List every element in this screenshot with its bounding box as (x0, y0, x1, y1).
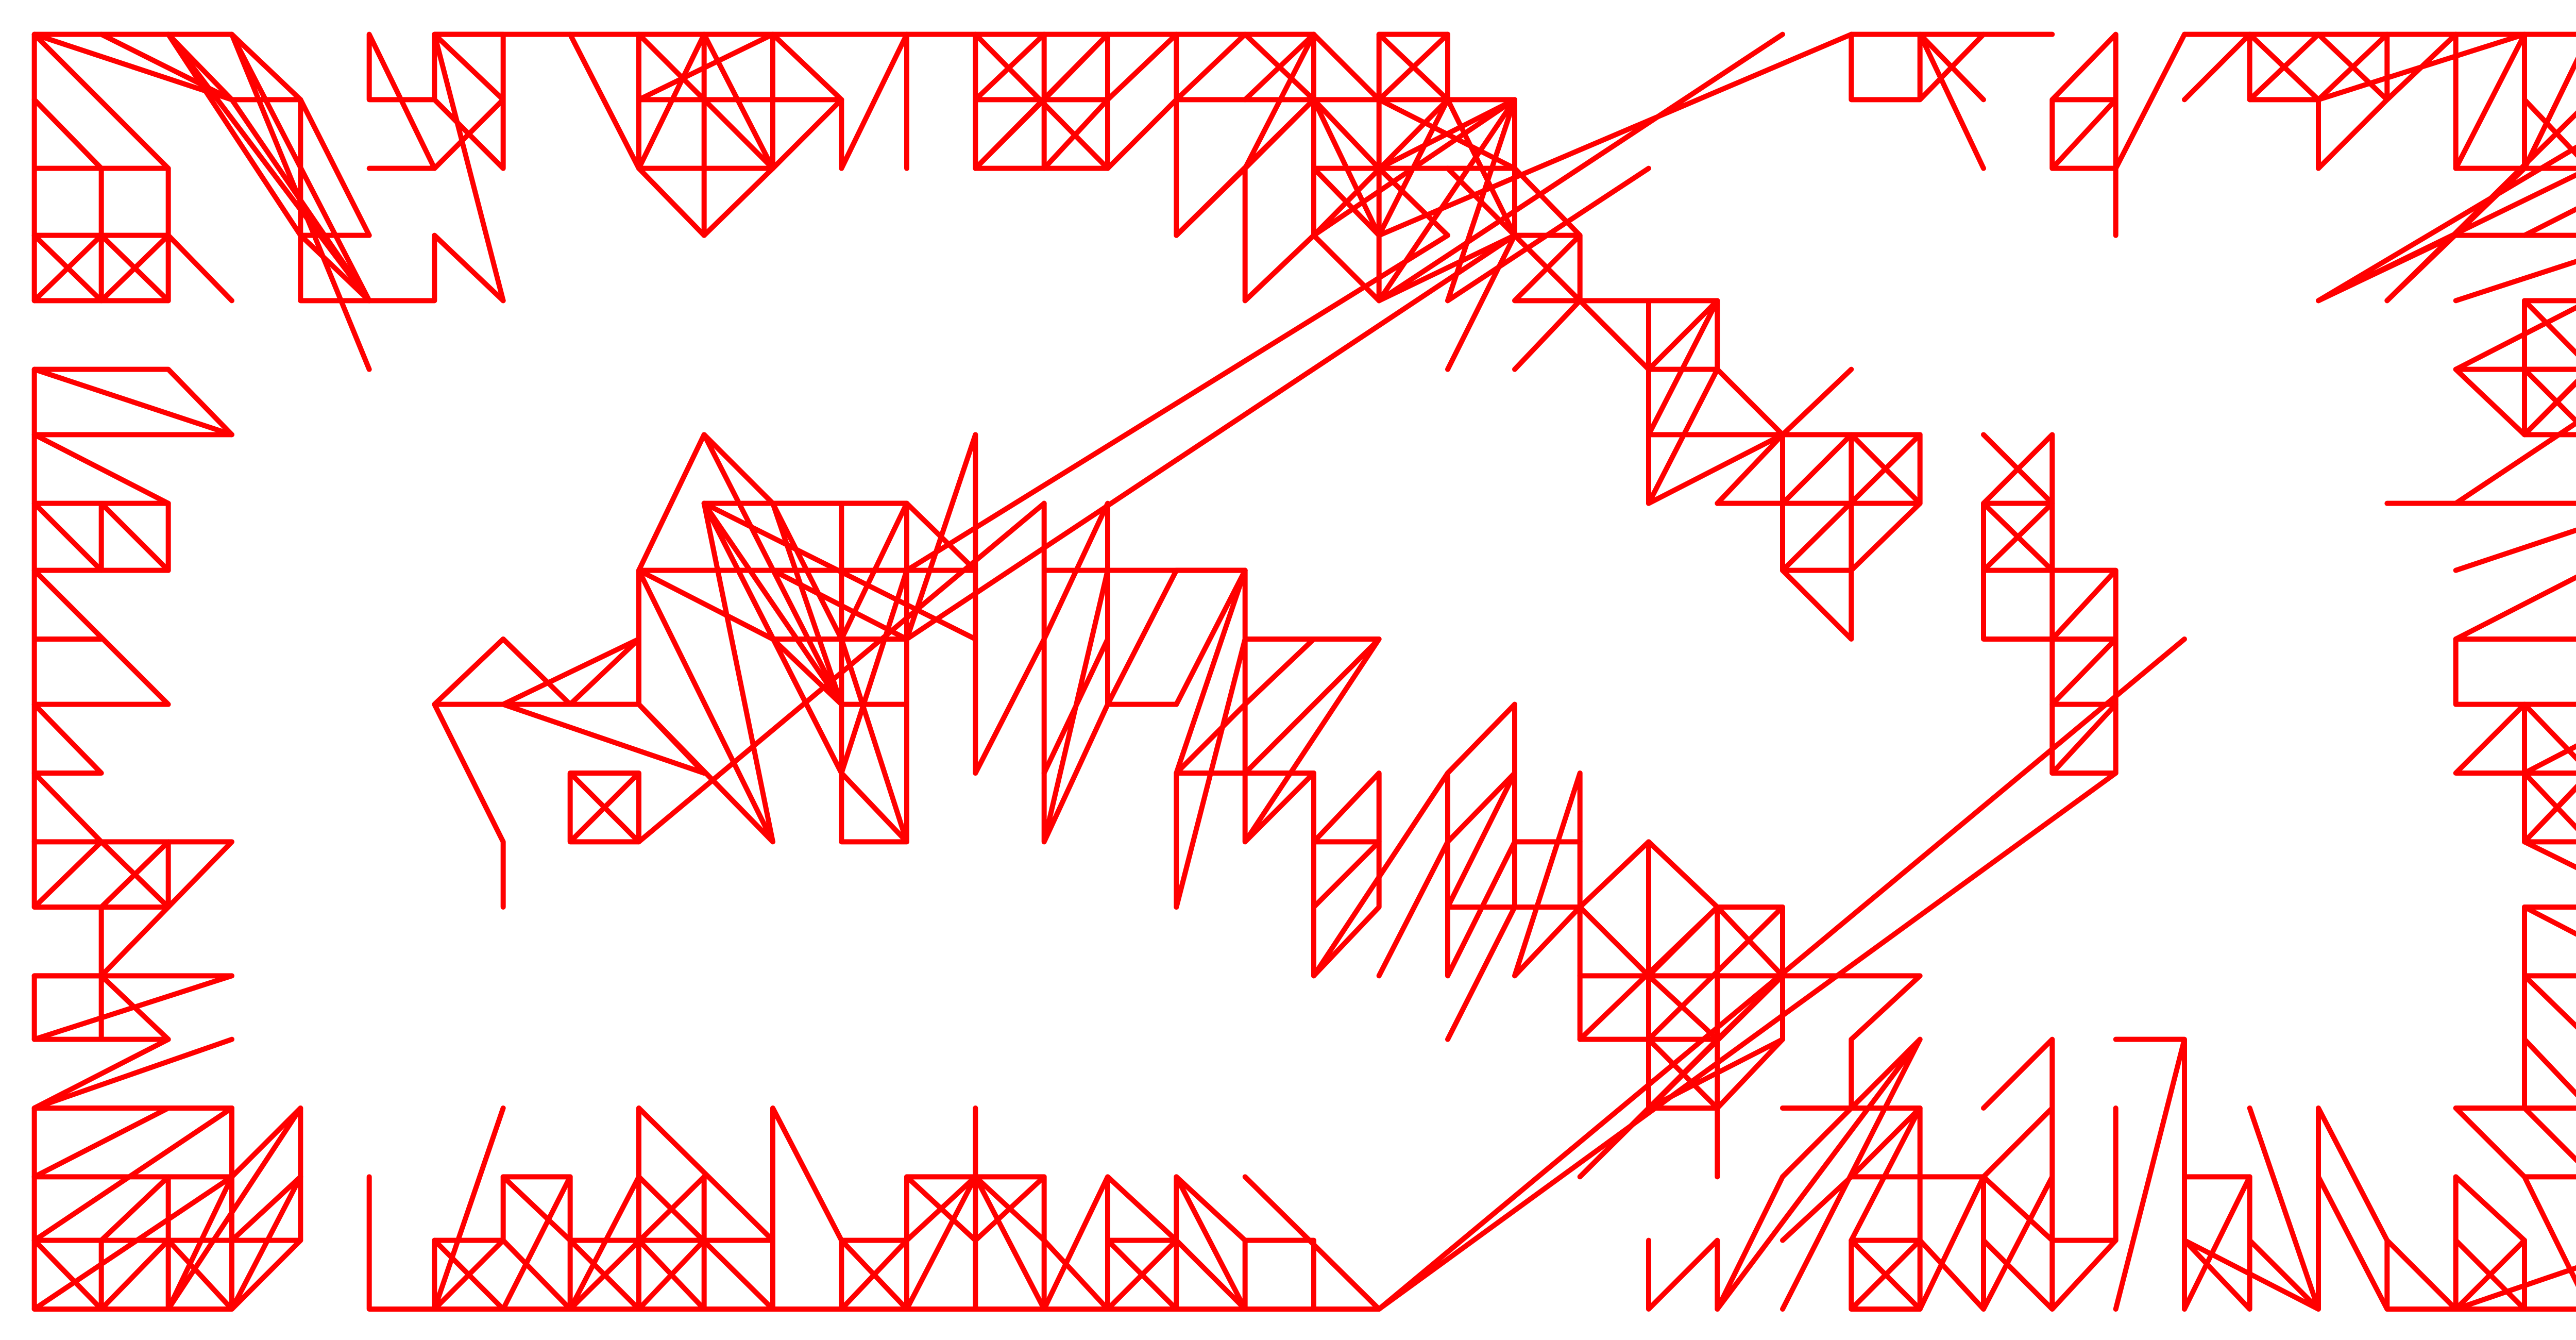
right-center-upper (1849, 31, 2252, 776)
upper-center-chain (1445, 165, 1923, 642)
top-edge-cluster (298, 31, 1517, 304)
center-left-cluster (432, 432, 1248, 910)
bottom-edge-cluster (432, 1036, 2459, 1312)
right-edge-cluster (2182, 31, 2576, 1312)
left-edge-cluster (31, 31, 372, 1312)
line-network (31, 31, 2576, 1312)
